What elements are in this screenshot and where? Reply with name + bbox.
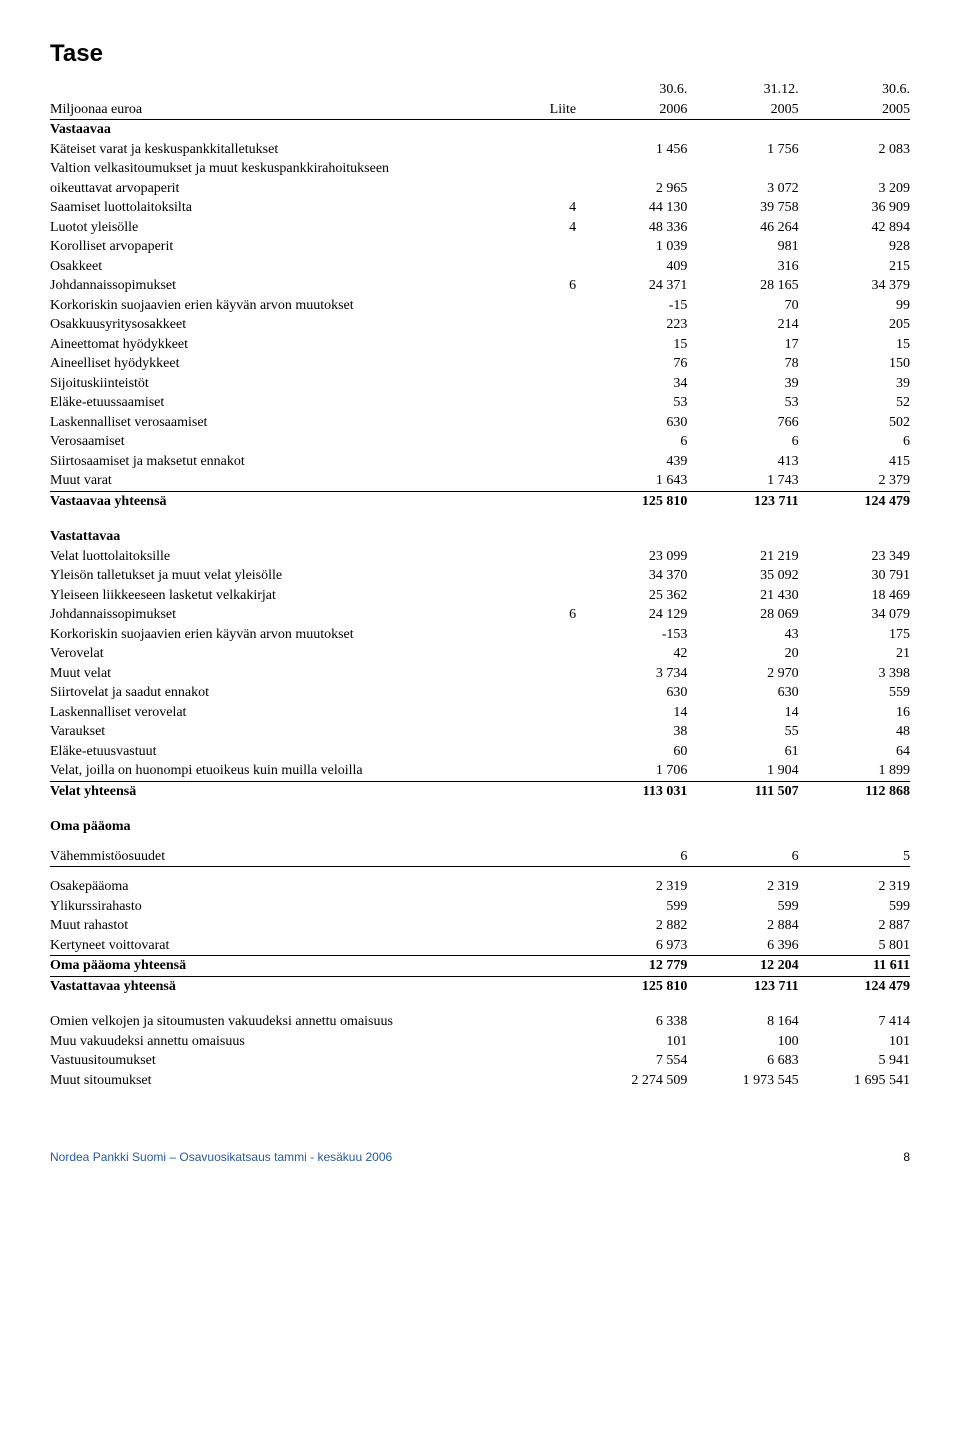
table-row: Yleiseen liikkeeseen lasketut velkakirja… (50, 586, 910, 606)
spacer-row (50, 867, 910, 878)
table-row: Omien velkojen ja sitoumusten vakuudeksi… (50, 1012, 910, 1032)
balance-sheet-table: 30.6.31.12.30.6.Miljoonaa euroaLiite2006… (50, 80, 910, 1090)
table-row: Saamiset luottolaitoksilta444 13039 7583… (50, 198, 910, 218)
table-row: Yleisön talletukset ja muut velat yleisö… (50, 566, 910, 586)
table-row: Valtion velkasitoumukset ja muut keskusp… (50, 159, 910, 179)
table-row: Muu vakuudeksi annettu omaisuus101100101 (50, 1032, 910, 1052)
table-row: Sijoituskiinteistöt343939 (50, 374, 910, 394)
table-row: Siirtovelat ja saadut ennakot630630559 (50, 683, 910, 703)
table-row: oikeuttavat arvopaperit2 9653 0723 209 (50, 179, 910, 199)
liabilities-heading: Vastattavaa (50, 527, 910, 547)
table-row: Osakkuusyritysosakkeet223214205 (50, 315, 910, 335)
table-row: Vähemmistöosuudet665 (50, 847, 910, 867)
table-row: Korolliset arvopaperit1 039981928 (50, 237, 910, 257)
table-row: Luotot yleisölle448 33646 26442 894 (50, 218, 910, 238)
table-row: Varaukset385548 (50, 722, 910, 742)
equity-total: Oma pääoma yhteensä12 77912 20411 611 (50, 956, 910, 977)
page-footer: Nordea Pankki Suomi – Osavuosikatsaus ta… (50, 1150, 910, 1164)
table-row: Verosaamiset666 (50, 432, 910, 452)
table-row: Muut velat3 7342 9703 398 (50, 664, 910, 684)
table-row: Muut sitoumukset2 274 5091 973 5451 695 … (50, 1071, 910, 1091)
table-row: Velat luottolaitoksille23 09921 21923 34… (50, 547, 910, 567)
assets-total: Vastaavaa yhteensä125 810123 711124 479 (50, 491, 910, 511)
liabilities-total: Velat yhteensä113 031111 507112 868 (50, 781, 910, 801)
equity-heading: Oma pääoma (50, 817, 910, 837)
table-row: Aineettomat hyödykkeet151715 (50, 335, 910, 355)
table-row: Vastuusitoumukset7 5546 6835 941 (50, 1051, 910, 1071)
table-row: Johdannaissopimukset624 12928 06934 079 (50, 605, 910, 625)
table-row: Käteiset varat ja keskuspankkitalletukse… (50, 140, 910, 160)
liab-equity-total: Vastattavaa yhteensä125 810123 711124 47… (50, 976, 910, 996)
table-row: Laskennalliset verosaamiset630766502 (50, 413, 910, 433)
table-row: Verovelat422021 (50, 644, 910, 664)
table-row: Muut rahastot2 8822 8842 887 (50, 916, 910, 936)
header-dates: 30.6.31.12.30.6. (50, 80, 910, 100)
table-row: Kertyneet voittovarat6 9736 3965 801 (50, 936, 910, 956)
table-row: Aineelliset hyödykkeet7678150 (50, 354, 910, 374)
table-row: Osakepääoma2 3192 3192 319 (50, 877, 910, 897)
table-row: Siirtosaamiset ja maksetut ennakot439413… (50, 452, 910, 472)
spacer-row (50, 511, 910, 527)
table-row: Korkoriskin suojaavien erien käyvän arvo… (50, 296, 910, 316)
table-row: Osakkeet409316215 (50, 257, 910, 277)
table-row: Johdannaissopimukset624 37128 16534 379 (50, 276, 910, 296)
spacer-row (50, 837, 910, 847)
assets-heading: Vastaavaa (50, 120, 910, 140)
spacer-row (50, 801, 910, 817)
table-row: Ylikurssirahasto599599599 (50, 897, 910, 917)
header-sub: Miljoonaa euroaLiite200620052005 (50, 100, 910, 120)
table-row: Eläke-etuusvastuut606164 (50, 742, 910, 762)
table-row: Eläke-etuussaamiset535352 (50, 393, 910, 413)
table-row: Muut varat1 6431 7432 379 (50, 471, 910, 491)
page-title: Tase (50, 40, 910, 68)
table-row: Velat, joilla on huonompi etuoikeus kuin… (50, 761, 910, 781)
page-number: 8 (903, 1150, 910, 1164)
table-row: Laskennalliset verovelat141416 (50, 703, 910, 723)
spacer-row (50, 996, 910, 1012)
table-row: Korkoriskin suojaavien erien käyvän arvo… (50, 625, 910, 645)
footer-text: Nordea Pankki Suomi – Osavuosikatsaus ta… (50, 1150, 392, 1164)
